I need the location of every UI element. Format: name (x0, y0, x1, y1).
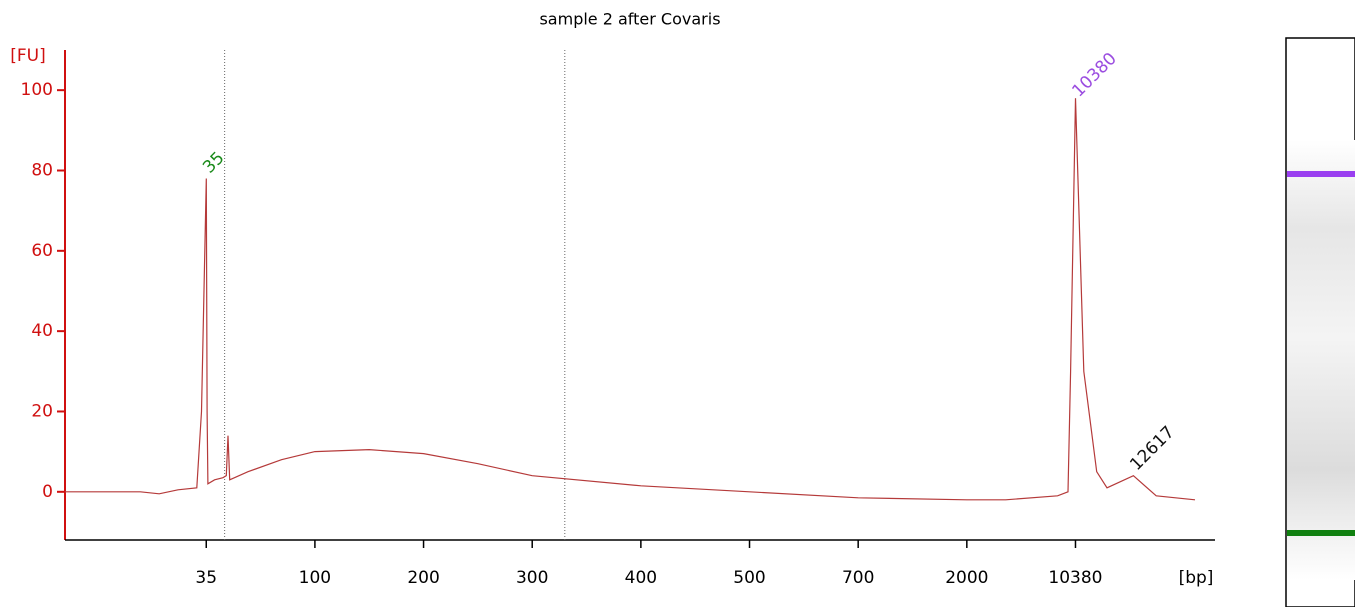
y-tick-label: 80 (31, 160, 53, 180)
x-tick-label: 35 (195, 568, 217, 588)
x-tick-label: 400 (625, 568, 657, 588)
x-tick-label: 2000 (945, 568, 988, 588)
peak-label: 10380 (1068, 49, 1120, 101)
peak-label: 12617 (1126, 422, 1178, 474)
y-tick-label: 100 (21, 80, 53, 100)
lower-marker-band (1287, 530, 1355, 536)
y-tick-label: 20 (31, 401, 53, 421)
upper-marker-band (1287, 171, 1355, 177)
chart-title: sample 2 after Covaris (539, 10, 720, 29)
trace (65, 98, 1196, 501)
x-tick-label: 300 (516, 568, 548, 588)
x-tick-label: 200 (407, 568, 439, 588)
x-tick-label: 100 (299, 568, 331, 588)
x-tick-label: 500 (733, 568, 765, 588)
gel-lane (1285, 37, 1355, 607)
y-tick-label: 40 (31, 321, 53, 341)
y-tick-label: 60 (31, 241, 53, 261)
gel-smear (1287, 140, 1355, 580)
x-axis-label: [bp] (1179, 568, 1214, 588)
y-tick-label: 0 (42, 482, 53, 502)
x-tick-label: 700 (842, 568, 874, 588)
x-tick-label: 10380 (1048, 568, 1102, 588)
y-axis-label: [FU] (10, 46, 46, 66)
